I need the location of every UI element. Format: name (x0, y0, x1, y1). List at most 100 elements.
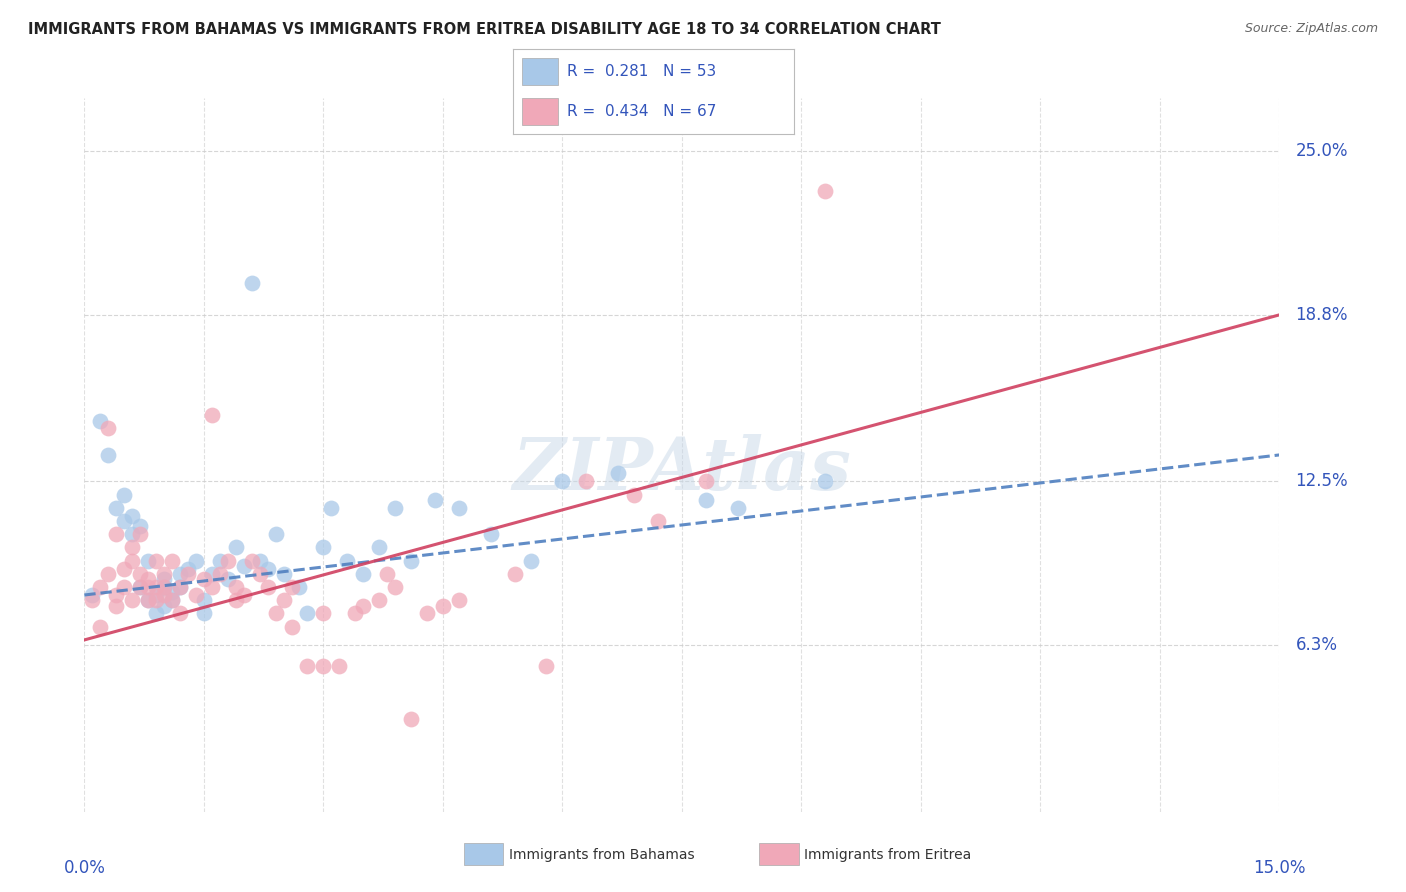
Point (112, 561, 135, 575)
Point (273, 566, 295, 581)
Point (129, 580, 152, 594)
Point (232, 558, 254, 573)
Point (89, 580, 111, 594)
Point (201, 580, 224, 594)
Point (177, 561, 200, 575)
Point (447, 500, 470, 515)
Point (153, 580, 176, 594)
Text: R =  0.434   N = 67: R = 0.434 N = 67 (567, 104, 716, 120)
Point (97, 421, 120, 435)
Text: 25.0%: 25.0% (1295, 142, 1348, 160)
Point (384, 500, 406, 515)
Point (112, 487, 135, 501)
Point (312, 607, 335, 621)
Point (160, 593, 183, 607)
Point (368, 541, 391, 555)
Point (423, 492, 446, 507)
Point (184, 588, 207, 602)
Point (695, 492, 717, 507)
Point (145, 580, 167, 594)
Point (814, 475, 837, 489)
Point (297, 659, 319, 673)
Point (145, 593, 167, 607)
Text: 18.8%: 18.8% (1295, 306, 1348, 324)
Point (169, 607, 191, 621)
Point (336, 554, 359, 568)
Point (432, 599, 454, 613)
Point (503, 566, 526, 581)
Point (169, 580, 191, 594)
Point (297, 607, 319, 621)
Point (328, 659, 350, 673)
Point (153, 588, 176, 602)
Text: Immigrants from Bahamas: Immigrants from Bahamas (509, 847, 695, 862)
Text: ZIPAtlas: ZIPAtlas (513, 434, 851, 505)
Point (82, 588, 104, 602)
Point (256, 580, 278, 594)
Point (352, 599, 374, 613)
Point (536, 659, 558, 673)
Point (145, 588, 167, 602)
Point (82, 593, 104, 607)
Point (129, 519, 152, 533)
Point (136, 593, 159, 607)
Point (264, 607, 287, 621)
Point (136, 593, 159, 607)
Point (201, 566, 224, 581)
Point (153, 580, 176, 594)
Point (273, 593, 295, 607)
Text: Immigrants from Eritrea: Immigrants from Eritrea (804, 847, 972, 862)
Point (136, 572, 159, 586)
Point (575, 475, 598, 489)
Point (479, 527, 502, 541)
Point (97, 448, 120, 462)
Text: IMMIGRANTS FROM BAHAMAS VS IMMIGRANTS FROM ERITREA DISABILITY AGE 18 TO 34 CORRE: IMMIGRANTS FROM BAHAMAS VS IMMIGRANTS FR… (28, 22, 941, 37)
Point (129, 527, 152, 541)
Point (201, 409, 224, 423)
Point (399, 712, 422, 726)
Bar (522, 98, 558, 126)
Text: Source: ZipAtlas.com: Source: ZipAtlas.com (1244, 22, 1378, 36)
Point (97, 566, 120, 581)
Point (280, 620, 302, 634)
Point (312, 541, 335, 555)
Point (280, 580, 302, 594)
Point (447, 593, 470, 607)
Point (184, 554, 207, 568)
Point (121, 508, 143, 523)
Point (264, 527, 287, 541)
Point (145, 554, 167, 568)
Point (121, 593, 143, 607)
Point (112, 580, 135, 594)
Point (240, 276, 263, 290)
Point (129, 580, 152, 594)
Point (352, 566, 374, 581)
Point (321, 500, 343, 515)
Point (551, 475, 574, 489)
Point (153, 572, 176, 586)
Point (607, 467, 630, 481)
Point (112, 514, 135, 528)
Point (169, 566, 191, 581)
Text: 12.5%: 12.5% (1295, 473, 1348, 491)
Text: 15.0%: 15.0% (1253, 859, 1306, 878)
Point (160, 593, 183, 607)
Point (169, 580, 191, 594)
Point (153, 566, 176, 581)
Point (249, 554, 271, 568)
Point (225, 593, 247, 607)
Point (288, 580, 311, 594)
Point (160, 554, 183, 568)
Point (193, 572, 215, 586)
Point (208, 566, 231, 581)
Text: R =  0.281   N = 53: R = 0.281 N = 53 (567, 63, 716, 78)
Point (217, 572, 239, 586)
Text: 6.3%: 6.3% (1295, 636, 1337, 654)
Point (208, 554, 231, 568)
Text: 0.0%: 0.0% (63, 859, 105, 878)
Point (89, 413, 111, 427)
Point (344, 607, 367, 621)
Point (695, 475, 717, 489)
Point (225, 580, 247, 594)
Point (193, 607, 215, 621)
